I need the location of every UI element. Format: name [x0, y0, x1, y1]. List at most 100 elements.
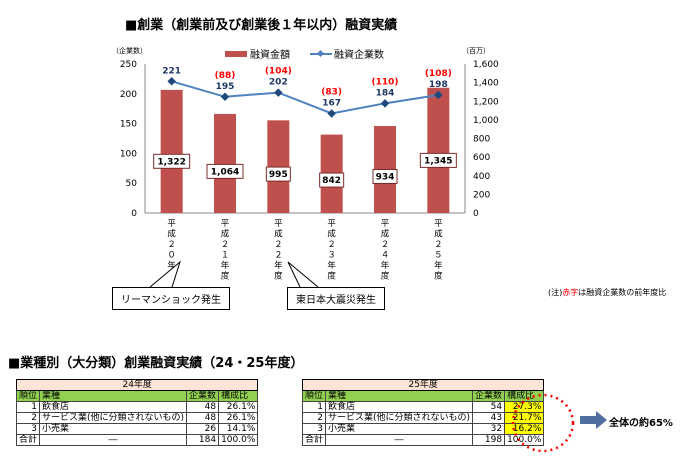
right-tick-label: 1,200 [473, 97, 499, 107]
cell: 43 [472, 412, 506, 424]
col-header: 構成比 [218, 390, 259, 402]
total-row: 合計 ― 184 100.0% [15, 434, 259, 446]
section2-title: ■業種別（大分類）創業融資実績（24・25年度） [8, 356, 304, 371]
legend-marker [316, 49, 325, 58]
cell: 3 [301, 423, 327, 435]
cell: 14.1% [218, 423, 259, 435]
right-tick-label: 0 [473, 209, 479, 219]
right-tick-label: 800 [473, 135, 490, 145]
category-label-char: 成 [274, 229, 283, 240]
table-25: 25年度 順位 業種 企業数 構成比 1 飲食店 54 27.3% 2 サービス業(他に分類されない… [301, 379, 545, 446]
category-label-char: 年 [167, 260, 176, 271]
line-data-label: 202 [269, 78, 288, 88]
cell: 2 [301, 412, 327, 424]
legend-line-label: 融資企業数 [334, 48, 384, 61]
cell: 1 [301, 401, 327, 413]
cell: 32 [472, 423, 506, 435]
category-label-char: 度 [381, 271, 390, 282]
cell: 1 [15, 401, 41, 413]
cell: 2 [15, 412, 41, 424]
category-label-char: 年 [221, 260, 230, 271]
line-point [380, 99, 390, 108]
cell: 26 [186, 423, 220, 435]
category-label-char: 成 [327, 229, 336, 240]
category-label-char: １ [221, 251, 230, 261]
callout-earthquake-pointer [287, 261, 319, 288]
col-header: 順位 [15, 390, 41, 402]
category-label-char: ２ [221, 240, 230, 250]
line-point [327, 109, 336, 118]
left-axis-label: （企業数） [112, 46, 147, 55]
bar [214, 113, 236, 213]
table-row: 1 飲食店 54 27.3% [301, 401, 545, 413]
cell: 26.1% [218, 412, 259, 424]
bar-label-box [372, 168, 398, 184]
yoy-label: (104) [265, 67, 292, 77]
category-label-char: ２ [167, 240, 176, 250]
category-label-char: 成 [167, 229, 176, 240]
left-tick-label: 100 [120, 149, 137, 159]
col-header: 企業数 [472, 390, 506, 402]
legend-bar-swatch [225, 51, 247, 57]
bar-data-label: 1,345 [424, 156, 452, 166]
category-label-char: 度 [274, 271, 283, 282]
highlight-circle [511, 393, 575, 453]
left-tick-label: 150 [120, 120, 137, 130]
bar-label-box [319, 172, 345, 188]
cell: 合計 [15, 434, 41, 446]
right-axis-label: （百万） [462, 47, 490, 55]
summary-text: 全体の約65% [609, 418, 673, 429]
category-label-char: ３ [327, 251, 336, 261]
category-label-char: ２ [327, 240, 336, 250]
category-label-char: 成 [434, 229, 443, 240]
bar-data-label: 1,322 [157, 157, 185, 167]
yoy-label: (83) [321, 87, 342, 97]
yoy-label: (110) [371, 77, 398, 87]
category-label-char: ２ [434, 240, 443, 250]
line-point [434, 90, 443, 100]
total-row: 合計 ― 198 100.0% [301, 434, 545, 446]
right-tick-label: 1,000 [473, 116, 499, 126]
cell: 飲食店 [325, 401, 474, 413]
cell: 184 [186, 434, 220, 446]
cell: 小売業 [325, 423, 474, 435]
category-label-char: 平 [434, 219, 443, 229]
right-tick-label: 600 [473, 153, 490, 163]
cell: 小売業 [39, 423, 188, 435]
line-data-label: 221 [162, 66, 181, 76]
col-header: 業種 [325, 390, 474, 402]
yoy-label: (108) [425, 69, 452, 79]
bar-label-box [206, 163, 244, 179]
category-label-char: 平 [274, 219, 283, 229]
bar-label-box [419, 152, 457, 168]
category-label-char: 平 [327, 219, 336, 229]
category-label-char: 度 [327, 271, 336, 282]
cell: 26.1% [218, 401, 259, 413]
col-header: 順位 [301, 390, 327, 402]
category-label-char: 年 [434, 260, 443, 271]
category-label-char: 年 [381, 260, 390, 271]
left-tick-label: 0 [131, 209, 137, 219]
bar-data-label: 1,064 [211, 167, 239, 177]
arrow-right-icon [580, 411, 607, 429]
cell: ― [325, 434, 474, 446]
bar [427, 87, 450, 213]
cell: 48 [186, 412, 220, 424]
category-label-char: 年 [274, 260, 283, 271]
category-label-char: 年 [327, 260, 336, 271]
callout-lehman-pointer [149, 260, 181, 288]
category-label-char: 成 [221, 229, 230, 240]
chart-title: ■創業（創業前及び創業後１年以内）融資実績 [125, 18, 398, 33]
bar-data-label: 842 [322, 176, 341, 186]
yoy-label: (88) [215, 71, 236, 81]
cell: 3 [15, 423, 41, 435]
bar-label-box [265, 166, 291, 182]
line-data-label: 198 [429, 80, 448, 90]
cell: 飲食店 [39, 401, 188, 413]
right-tick-label: 1,400 [473, 79, 499, 89]
note-suffix: は融資企業数の前年度比 [578, 288, 667, 297]
cell: サービス業(他に分類されないもの) [325, 412, 474, 424]
cell: 198 [472, 434, 506, 446]
bar-label-box [153, 153, 191, 169]
category-label-char: 成 [381, 229, 390, 240]
